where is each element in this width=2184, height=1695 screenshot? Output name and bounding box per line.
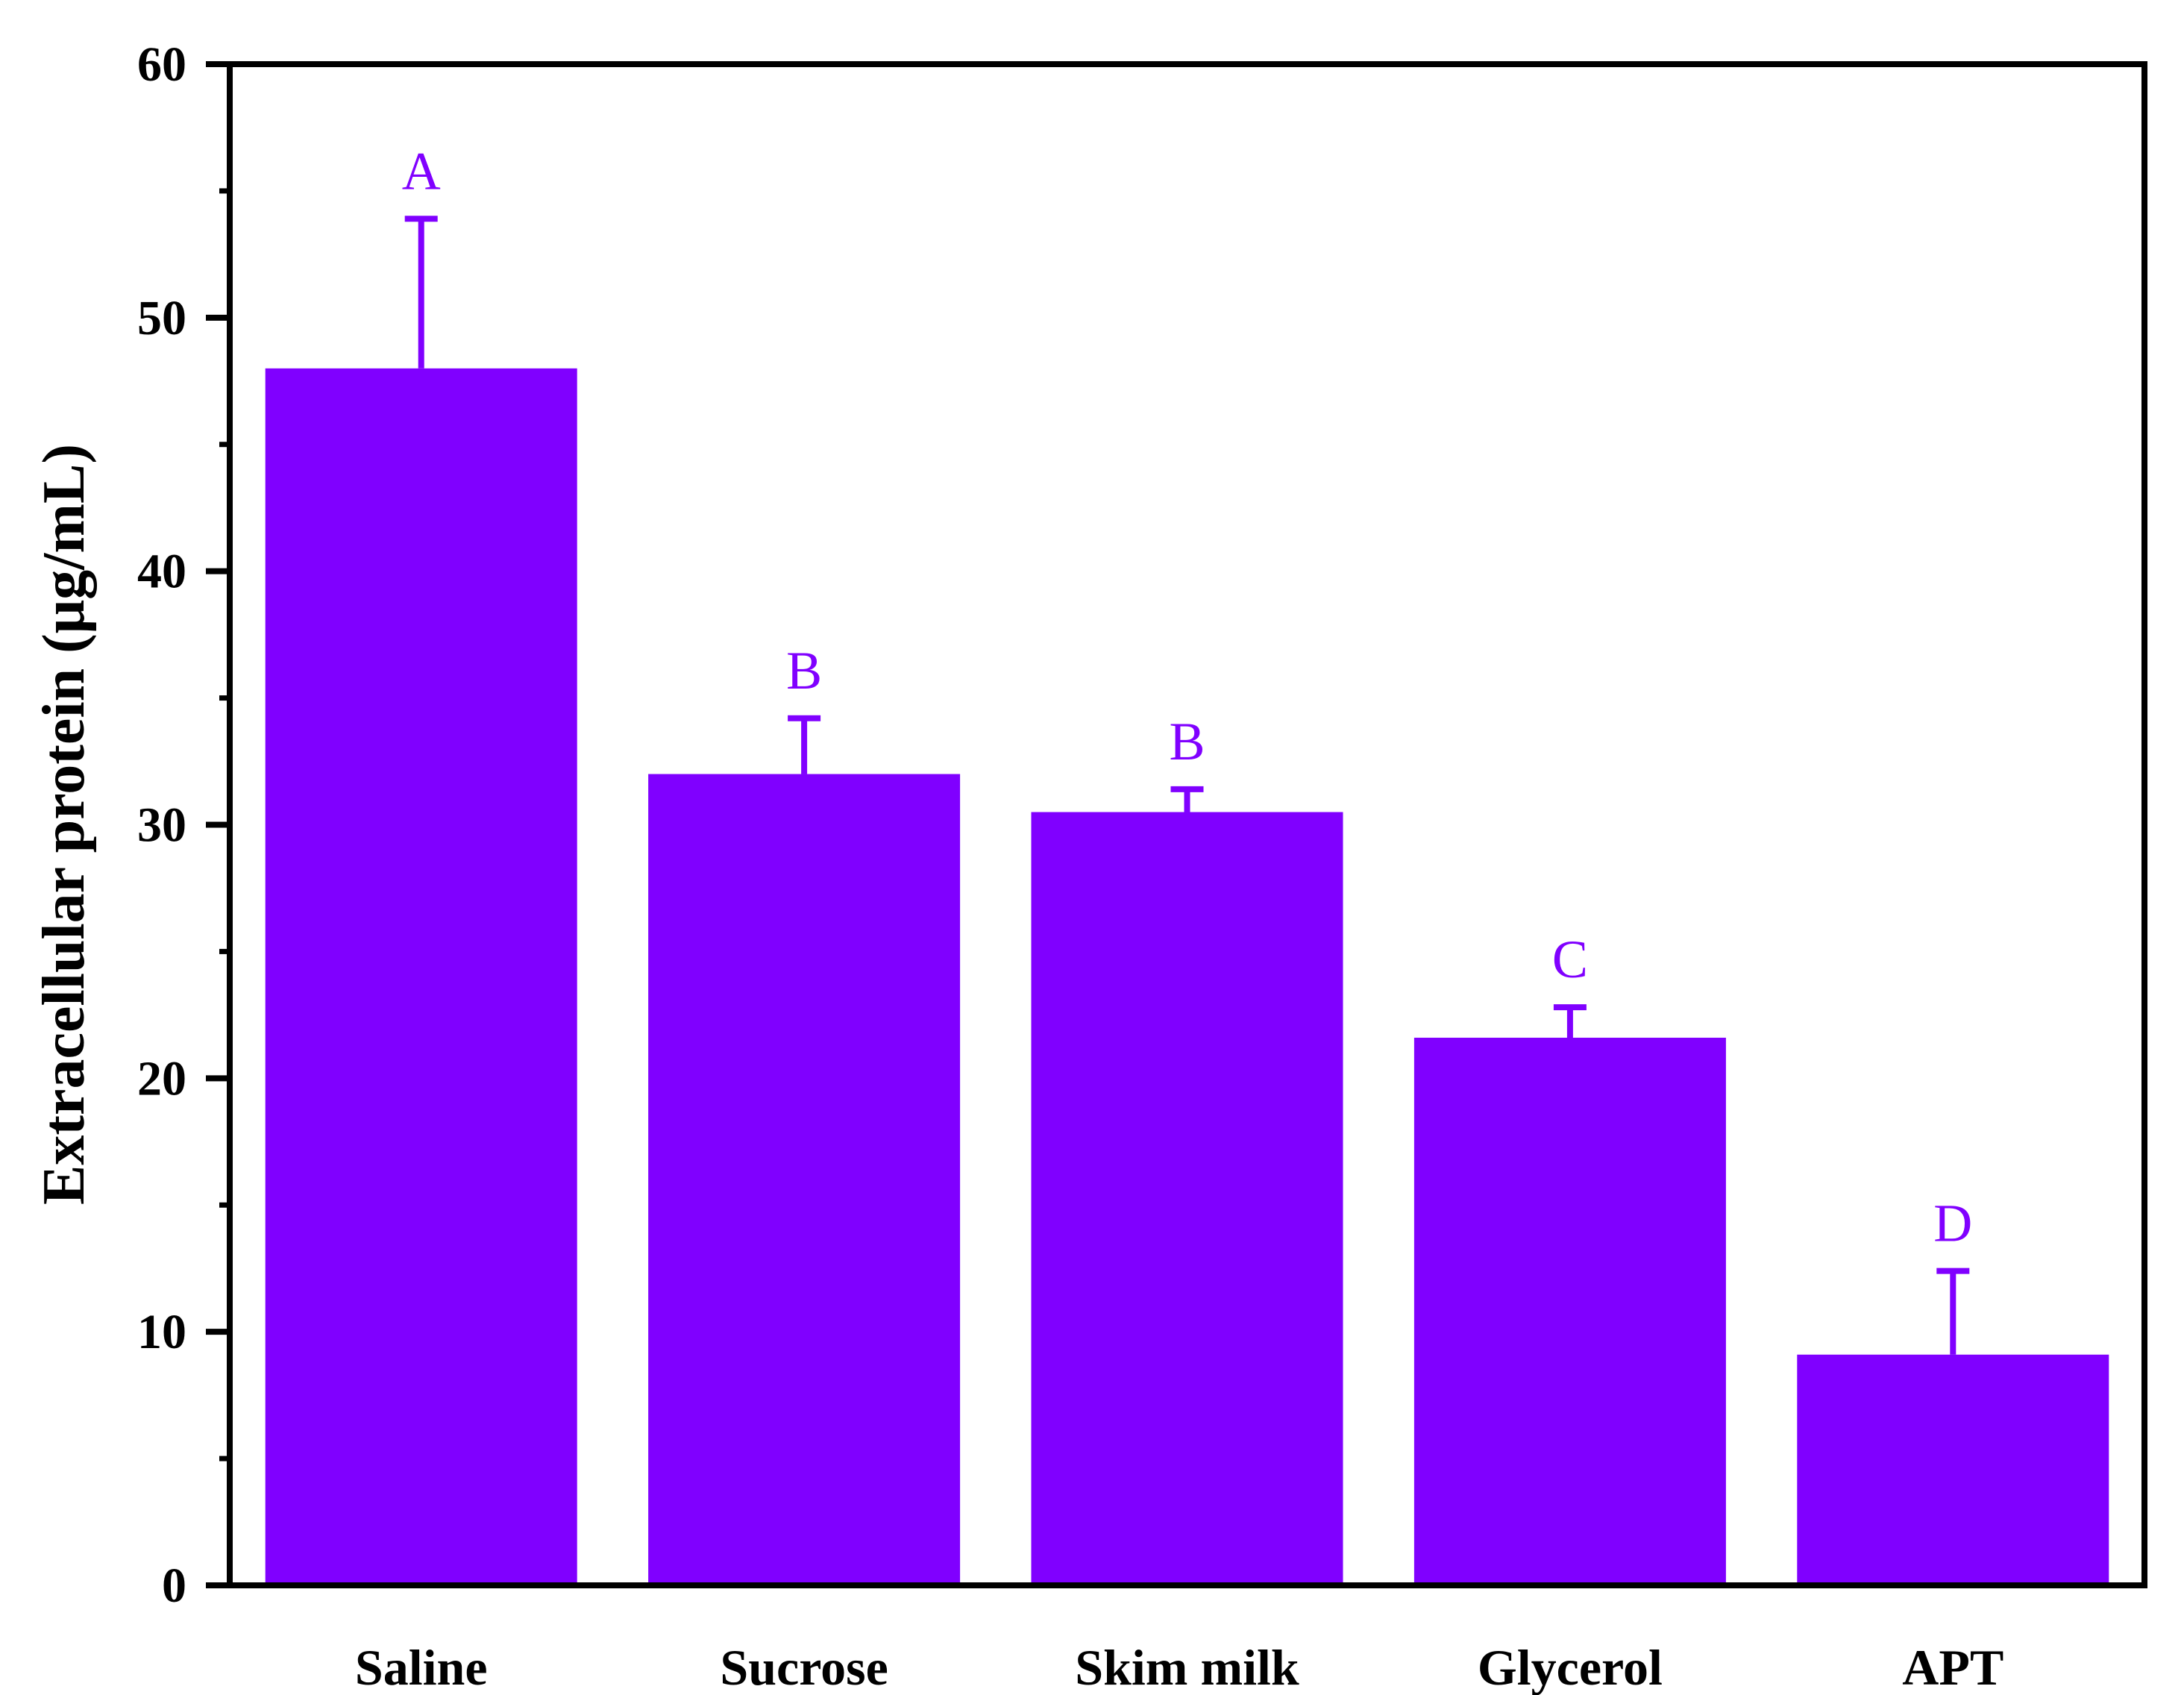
x-tick-label: APT <box>1902 1639 2003 1695</box>
significance-label: D <box>1933 1194 1972 1253</box>
y-tick-label: 0 <box>162 1558 186 1613</box>
x-tick-label: Skim milk <box>1075 1639 1299 1695</box>
bar <box>1031 812 1343 1585</box>
x-axis: Saline Sucrose Skim milk Glycerol APT <box>355 1639 2003 1695</box>
significance-labels: A B B C D <box>402 141 1973 1253</box>
y-tick-label: 10 <box>137 1305 186 1359</box>
significance-label: B <box>786 641 822 701</box>
y-tick-label: 30 <box>137 798 186 853</box>
bar <box>1413 1037 1726 1585</box>
error-bars-layer <box>404 216 1970 1355</box>
bar <box>648 774 961 1585</box>
bar <box>265 368 577 1585</box>
x-tick-label: Glycerol <box>1478 1639 1663 1695</box>
y-tick-label: 20 <box>137 1051 186 1106</box>
y-axis-title: Extracellular protein (μg/mL) <box>31 444 97 1205</box>
bar <box>1797 1354 2109 1585</box>
x-tick-label: Saline <box>355 1639 488 1695</box>
significance-label: B <box>1169 712 1205 771</box>
y-tick-label: 40 <box>137 545 186 599</box>
x-tick-label: Sucrose <box>720 1639 888 1695</box>
significance-label: A <box>402 141 441 201</box>
significance-label: C <box>1552 930 1588 989</box>
bars-layer <box>265 368 2109 1585</box>
y-tick-label: 50 <box>137 291 186 345</box>
y-tick-label: 60 <box>137 37 186 92</box>
y-axis: 0 10 20 30 40 50 60 <box>137 37 230 1613</box>
